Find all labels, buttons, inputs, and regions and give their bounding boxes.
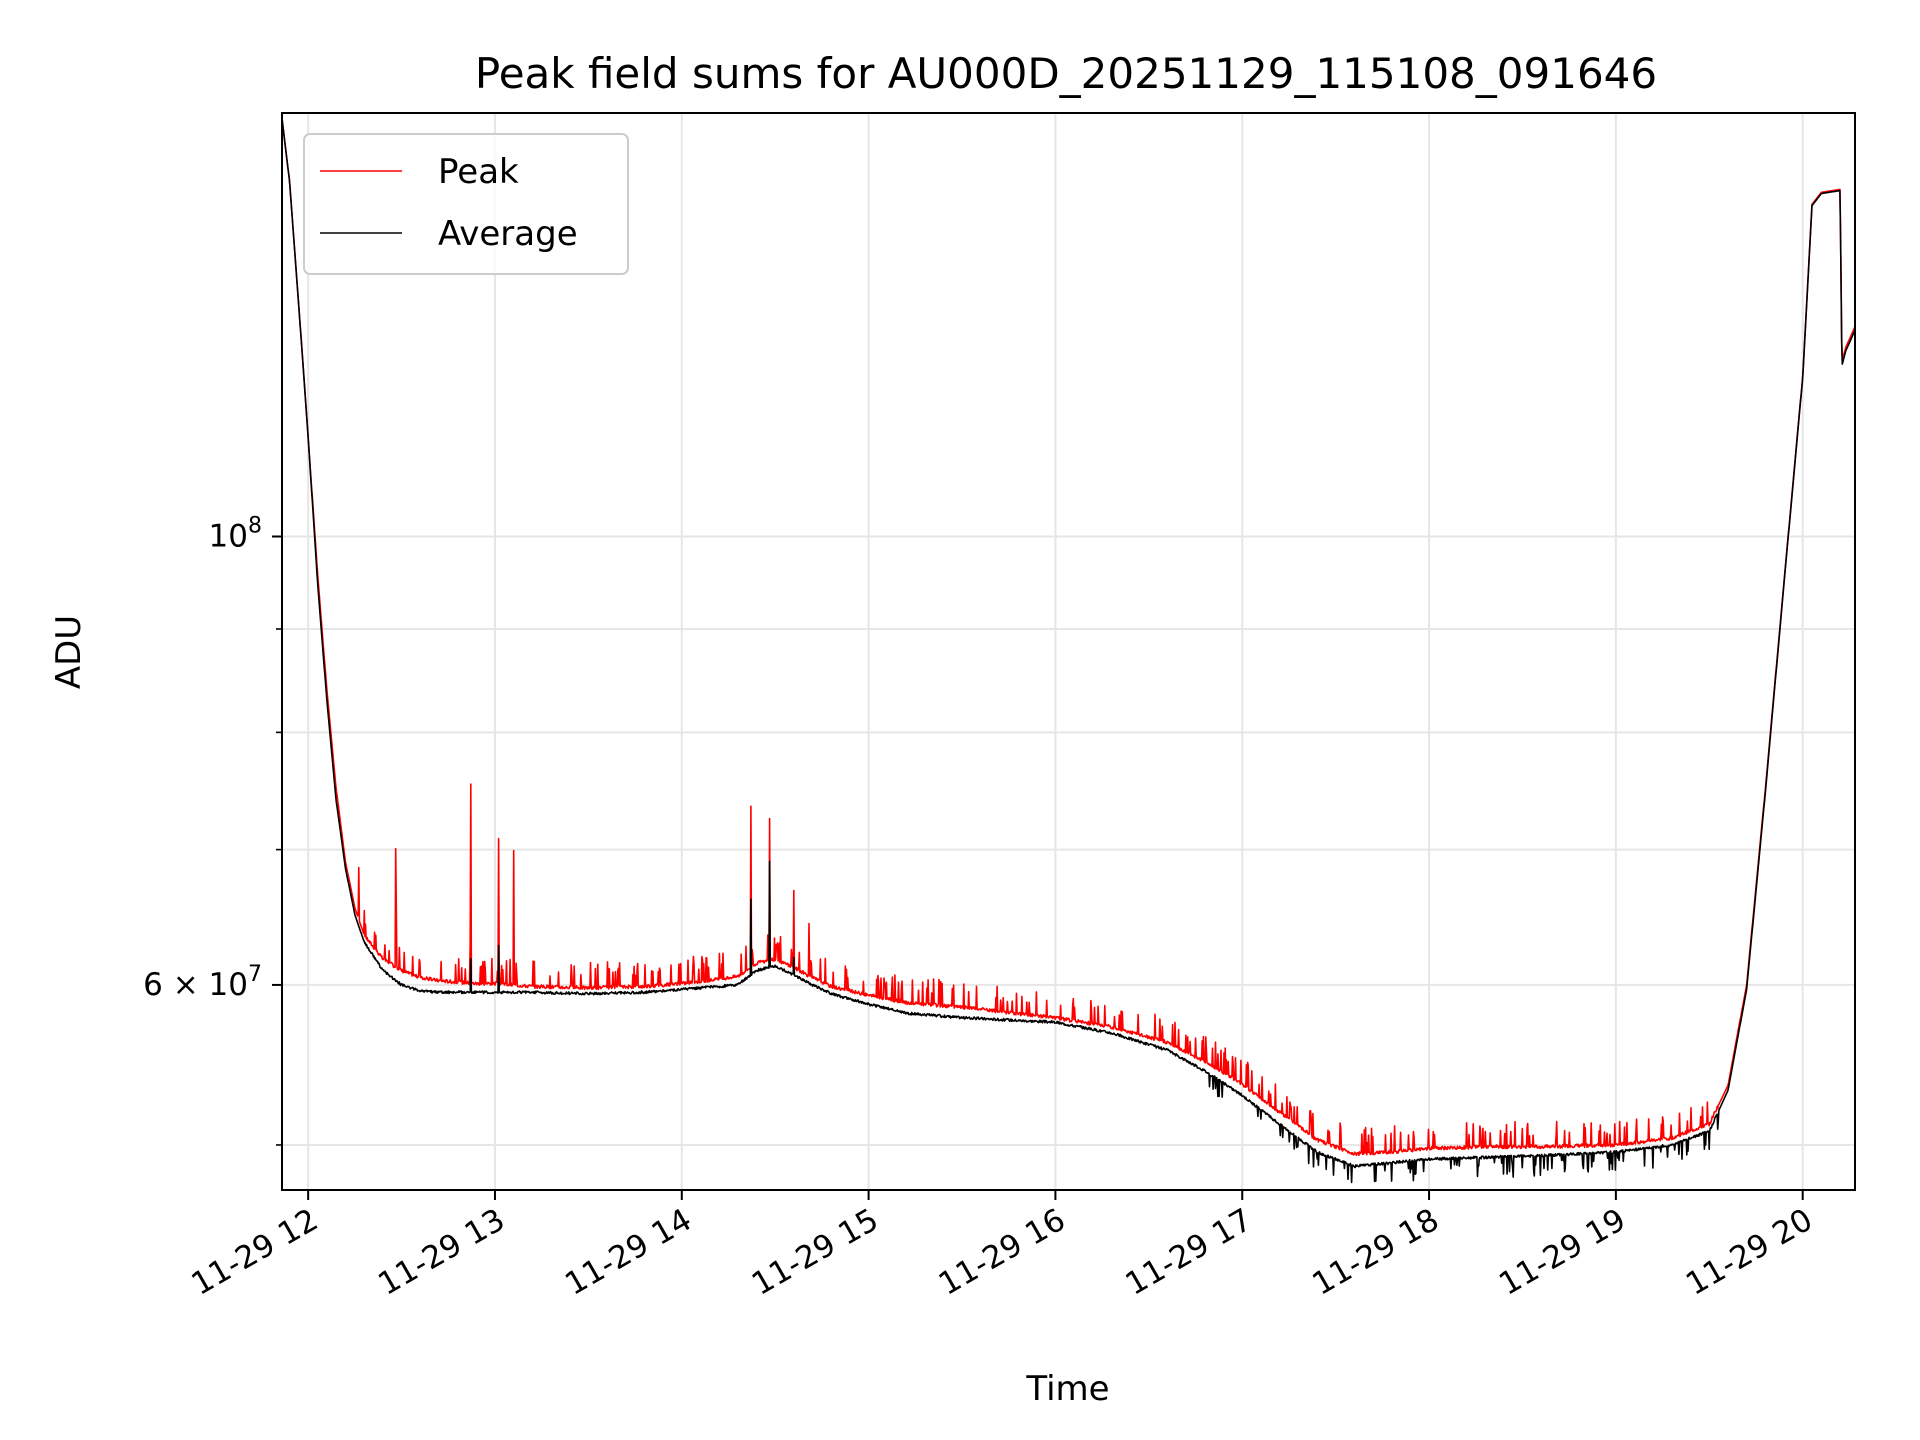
plot-area (282, 118, 1855, 1184)
axes-frame (281, 112, 1856, 1191)
series-line-peak (282, 118, 1855, 1157)
legend-box (303, 133, 629, 275)
y-axis-label: ADU (49, 615, 89, 689)
legend-label-average: Average (438, 214, 578, 254)
legend: Peak Average (303, 133, 629, 275)
y-axis-ticks: 108 6 × 107 (143, 513, 282, 1146)
legend-label-peak: Peak (438, 152, 519, 192)
y-tick-label: 6 × 107 (143, 962, 262, 1003)
series-line-average (282, 118, 1855, 1184)
grid (282, 113, 1855, 1190)
chart-title: Peak field sums for AU000D_20251129_1151… (475, 49, 1657, 98)
series-layer (282, 118, 1855, 1184)
x-axis-label: Time (1025, 1369, 1109, 1409)
y-tick-label: 108 (209, 513, 262, 554)
